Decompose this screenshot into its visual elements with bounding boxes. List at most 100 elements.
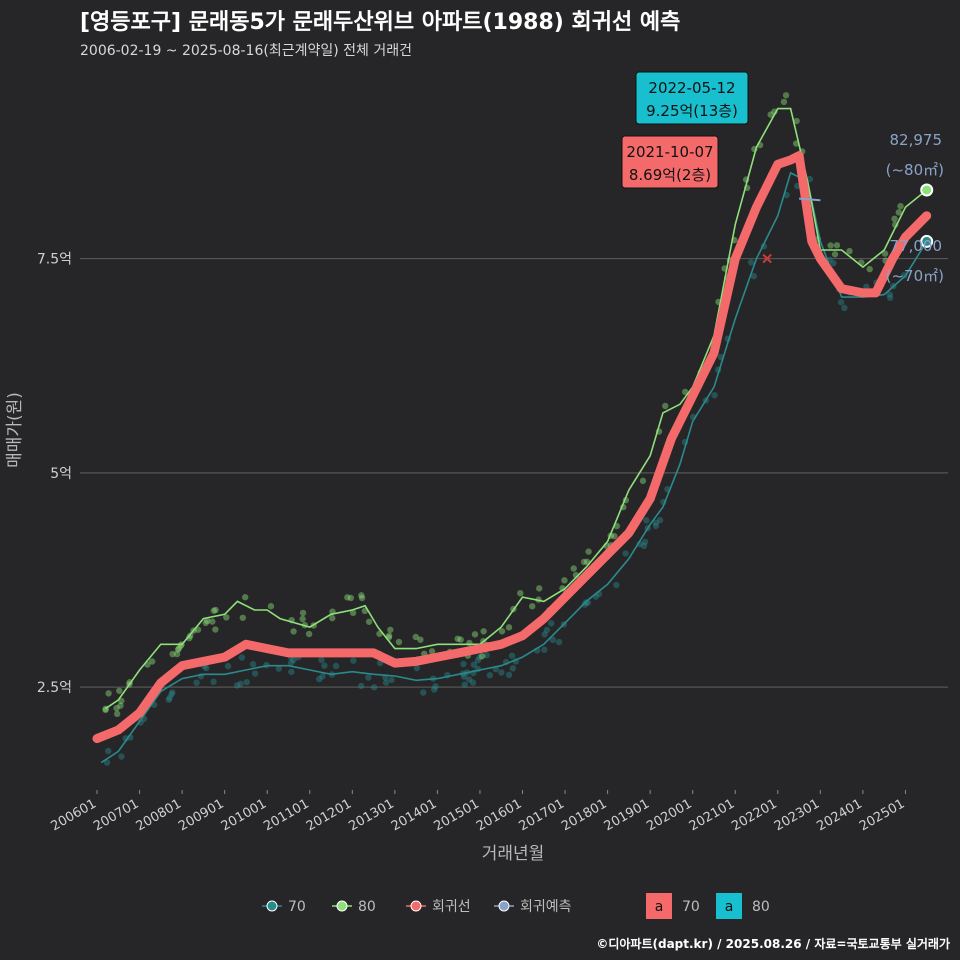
x-tick-label: 201701 bbox=[517, 796, 567, 834]
transaction-point bbox=[116, 687, 123, 694]
x-tick-label: 201301 bbox=[346, 796, 396, 834]
forecast-line bbox=[799, 197, 821, 202]
transaction-point bbox=[103, 759, 111, 766]
transaction-point bbox=[561, 577, 568, 584]
transaction-point bbox=[555, 638, 563, 646]
transaction-point bbox=[288, 668, 295, 676]
cross-mark bbox=[762, 253, 772, 264]
transaction-point bbox=[290, 656, 297, 664]
transaction-point bbox=[782, 92, 790, 99]
annotation-price: 8.69억(2층) bbox=[629, 166, 711, 184]
transaction-point bbox=[478, 652, 486, 660]
transaction-point bbox=[344, 594, 351, 601]
transaction-point bbox=[469, 679, 477, 686]
transaction-point bbox=[793, 117, 800, 125]
transaction-point bbox=[299, 609, 307, 617]
transaction-point bbox=[370, 684, 378, 691]
legend-label: 80 bbox=[358, 899, 376, 915]
legend-key-marker bbox=[410, 900, 422, 912]
transaction-point bbox=[318, 656, 325, 664]
y-axis-tick-labels: 2.5억 5억 7.5억 bbox=[37, 252, 72, 697]
legend-label: 70 bbox=[682, 899, 700, 915]
transaction-point bbox=[387, 626, 394, 633]
legend-label-swatch bbox=[716, 893, 742, 919]
transaction-point bbox=[498, 628, 506, 635]
transaction-point bbox=[350, 657, 357, 664]
transaction-point bbox=[886, 291, 893, 298]
transaction-point bbox=[891, 215, 898, 223]
end-label-area: (~70㎡) bbox=[886, 267, 944, 285]
transaction-point bbox=[613, 581, 620, 589]
transaction-point bbox=[611, 532, 618, 540]
y-tick-label: 5억 bbox=[50, 466, 72, 482]
transaction-point bbox=[509, 665, 517, 672]
transaction-point bbox=[457, 636, 464, 643]
transaction-point bbox=[881, 250, 889, 257]
transaction-point bbox=[395, 638, 403, 646]
x-tick-label: 200601 bbox=[49, 796, 99, 834]
transaction-point bbox=[480, 628, 487, 635]
transaction-point bbox=[417, 636, 424, 643]
transaction-point bbox=[474, 657, 482, 664]
transaction-point bbox=[299, 615, 306, 623]
x-tick-label: 201601 bbox=[474, 796, 524, 834]
series-lines bbox=[92, 107, 934, 764]
transaction-point bbox=[209, 618, 216, 625]
transaction-point bbox=[581, 601, 588, 608]
transaction-point bbox=[505, 671, 513, 679]
x-tick-label: 201401 bbox=[389, 796, 439, 834]
transaction-point bbox=[113, 704, 120, 712]
legend-key-marker bbox=[266, 900, 278, 912]
transaction-point bbox=[382, 679, 390, 686]
x-tick-label: 201801 bbox=[559, 796, 609, 834]
annotation-box bbox=[621, 135, 719, 189]
transaction-point bbox=[517, 589, 524, 597]
transaction-point bbox=[349, 609, 357, 617]
transaction-point bbox=[202, 619, 209, 627]
series-line-80 bbox=[105, 107, 928, 710]
transaction-point bbox=[508, 652, 516, 659]
transaction-point bbox=[866, 265, 873, 273]
transaction-point bbox=[212, 626, 219, 633]
x-tick-label: 201001 bbox=[219, 796, 269, 834]
x-tick-label: 202001 bbox=[644, 796, 694, 834]
transaction-point bbox=[431, 686, 438, 693]
transaction-point bbox=[652, 519, 660, 526]
transaction-point bbox=[780, 98, 788, 106]
transaction-point bbox=[662, 402, 669, 410]
legend: 70 80 회귀선 회귀예측 a 70 a 80 bbox=[262, 893, 770, 919]
transaction-point bbox=[483, 651, 490, 659]
regression-line bbox=[92, 151, 932, 744]
y-tick-label: 7.5억 bbox=[37, 252, 72, 268]
transaction-point bbox=[643, 517, 650, 524]
transaction-point bbox=[461, 681, 468, 688]
footer-credit: ©디아파트(dapt.kr) / 2025.08.26 / 자료=국토교통부 실… bbox=[596, 937, 950, 951]
transaction-point bbox=[137, 719, 144, 726]
transaction-point bbox=[365, 674, 372, 681]
transaction-point bbox=[358, 682, 365, 690]
endpoint-marker-70 bbox=[920, 234, 934, 248]
transaction-point bbox=[541, 646, 548, 653]
transaction-point bbox=[173, 650, 181, 658]
transaction-point bbox=[747, 259, 755, 266]
transaction-point bbox=[193, 679, 200, 686]
transaction-point bbox=[203, 664, 210, 672]
transaction-point bbox=[169, 689, 176, 696]
transaction-point bbox=[251, 670, 259, 677]
transaction-point bbox=[640, 542, 648, 550]
transaction-point bbox=[175, 645, 183, 652]
transaction-point bbox=[505, 624, 513, 631]
transaction-point bbox=[413, 664, 421, 672]
transaction-point bbox=[711, 392, 718, 399]
transaction-point bbox=[316, 675, 323, 683]
end-label-value: 77,000 bbox=[890, 237, 943, 255]
transaction-point bbox=[239, 614, 247, 621]
legend-key-marker bbox=[498, 900, 510, 912]
transaction-point bbox=[204, 617, 211, 625]
transaction-point bbox=[223, 614, 230, 621]
transaction-point bbox=[237, 680, 244, 687]
transaction-point bbox=[275, 665, 283, 672]
transaction-point bbox=[570, 565, 577, 572]
x-tick-label: 200701 bbox=[91, 796, 141, 834]
transaction-point bbox=[233, 682, 241, 689]
